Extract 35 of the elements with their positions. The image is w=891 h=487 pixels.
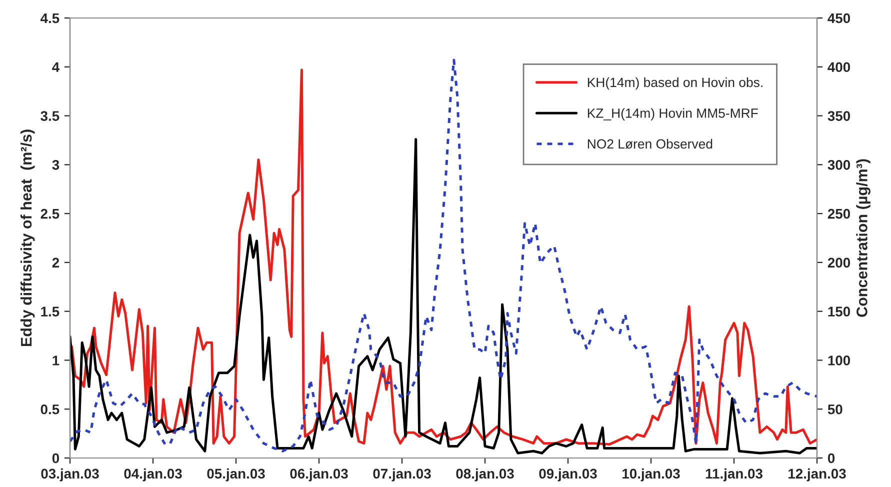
y-tick-label: 3 xyxy=(52,160,60,170)
y-axis-title: Eddy diffusivity of heat (m²/s) xyxy=(20,130,35,346)
y-tick-label: 4 xyxy=(52,62,60,72)
y-tick-label: 1 xyxy=(52,356,60,366)
x-tick-label: 07.jan.03 xyxy=(373,468,431,482)
x-tick-label: 10.jan.03 xyxy=(622,468,680,482)
y2-tick-label: 250 xyxy=(828,208,850,219)
y2-tick-label: 100 xyxy=(828,356,850,366)
x-tick-label: 04.jan.03 xyxy=(124,468,182,482)
y2-tick-label: 50 xyxy=(828,404,842,414)
y-tick-label: 0.5 xyxy=(40,404,60,414)
x-tick-label: 08.jan.03 xyxy=(456,468,514,482)
legend-label: KH(14m) based on Hovin obs. xyxy=(588,77,762,90)
x-tick-label: 03.jan.03 xyxy=(41,468,99,482)
y-tick-label: 2 xyxy=(52,258,60,268)
x-tick-label: 12.jan.03 xyxy=(788,468,846,482)
x-tick-label: 11.jan.03 xyxy=(706,468,762,482)
legend-label: NO2 Løren Observed xyxy=(588,138,712,149)
y2-axis-title: Concentration (µg/m³) xyxy=(856,159,870,317)
x-tick-label: 09.jan.03 xyxy=(539,468,597,482)
y2-tick-label: 400 xyxy=(828,62,850,72)
y-tick-label: 0 xyxy=(52,453,60,464)
y2-tick-label: 300 xyxy=(828,160,850,170)
y2-tick-label: 0 xyxy=(828,453,835,464)
y-tick-label: 4.5 xyxy=(40,13,60,24)
y-tick-label: 3.5 xyxy=(40,111,60,121)
x-tick-label: 06.jan.03 xyxy=(290,468,348,482)
y2-tick-label: 350 xyxy=(828,111,850,121)
legend-label: KZ_H(14m) Hovin MM5-MRF xyxy=(588,108,758,120)
y2-tick-label: 450 xyxy=(828,13,850,24)
y-tick-label: 1.5 xyxy=(41,306,60,317)
y-tick-label: 2.5 xyxy=(40,208,60,219)
x-tick-label: 05.jan.03 xyxy=(207,468,265,482)
y2-tick-label: 200 xyxy=(828,258,850,268)
y2-tick-label: 150 xyxy=(828,306,850,317)
